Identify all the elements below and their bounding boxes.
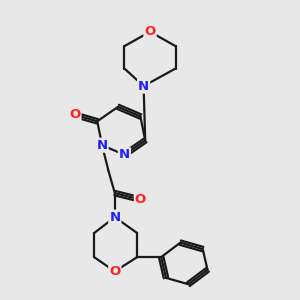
Text: N: N bbox=[138, 80, 149, 93]
Text: O: O bbox=[69, 108, 80, 121]
Text: O: O bbox=[144, 25, 156, 38]
Text: N: N bbox=[119, 148, 130, 161]
Text: O: O bbox=[109, 265, 121, 278]
Text: N: N bbox=[97, 139, 108, 152]
Text: O: O bbox=[135, 193, 146, 206]
Text: N: N bbox=[109, 211, 120, 224]
